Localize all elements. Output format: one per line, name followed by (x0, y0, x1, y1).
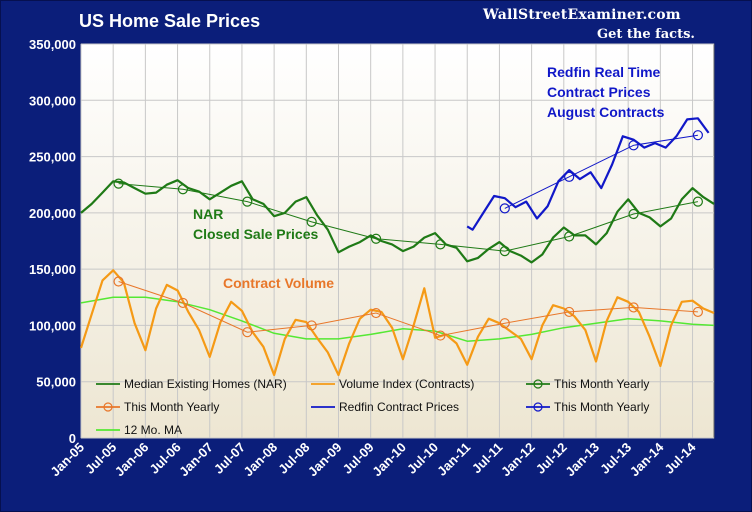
yearly-marker-redfin (692, 130, 704, 141)
x-tick-label: Jan-12 (498, 440, 538, 480)
y-tick-label: 200,000 (29, 206, 76, 221)
yearly-marker-volume_yearly (499, 318, 510, 329)
yearly-marker-nar (628, 208, 639, 220)
x-tick-label: Jan-09 (305, 440, 345, 480)
yearly-marker-volume_yearly (113, 276, 124, 287)
legend-label: Volume Index (Contracts) (339, 377, 474, 391)
x-tick-label: Jan-10 (369, 440, 409, 480)
yearly-marker-volume_yearly (242, 327, 253, 338)
y-tick-label: 300,000 (29, 93, 76, 108)
legend-marker (533, 379, 543, 389)
yearly-marker-volume_yearly (628, 302, 639, 313)
annotation-label: Contract Volume (223, 275, 334, 291)
annotation-label: NAR (193, 206, 223, 222)
x-tick-label: Jan-11 (434, 440, 473, 479)
annotation-label: Closed Sale Prices (193, 226, 319, 242)
legend-label: This Month Yearly (124, 400, 219, 414)
x-tick-label: Jul-14 (661, 439, 699, 477)
yearly-marker-nar (692, 196, 704, 207)
yearly-marker-nar (242, 196, 253, 207)
yearly-marker-volume_yearly (692, 306, 704, 318)
yearly-marker-nar (370, 233, 382, 244)
x-tick-label: Jan-14 (627, 439, 667, 479)
yearly-marker-volume_yearly (177, 297, 189, 309)
x-tick-label: Jan-05 (47, 440, 87, 480)
x-tick-label: Jul-10 (404, 440, 441, 477)
yearly-line-nar (118, 183, 698, 252)
yearly-marker-redfin (499, 203, 510, 214)
yearly-marker-nar (435, 239, 446, 250)
yearly-line-redfin (504, 134, 698, 209)
yearly-marker-nar (564, 231, 575, 242)
legend-label: Redfin Contract Prices (339, 400, 459, 414)
x-tick-label: Jan-08 (240, 440, 280, 480)
yearly-marker-nar (499, 246, 510, 257)
annotation-label: August Contracts (547, 104, 665, 120)
y-tick-label: 150,000 (29, 262, 76, 277)
brand-name: WallStreetExaminer.com (483, 7, 681, 23)
y-tick-label: 350,000 (29, 37, 76, 52)
series-line-redfin (466, 117, 710, 231)
series-line-ma (80, 296, 715, 342)
yearly-marker-volume_yearly (306, 320, 317, 331)
yearly-line-volume_yearly (118, 281, 698, 337)
yearly-marker-volume_yearly (564, 306, 575, 318)
yearly-marker-redfin (628, 140, 639, 151)
chart-title: US Home Sale Prices (79, 11, 261, 31)
yearly-marker-nar (177, 184, 189, 195)
annotation-label: Contract Prices (547, 84, 651, 100)
yearly-marker-volume_yearly (370, 307, 382, 319)
y-tick-label: 0 (69, 431, 76, 446)
x-tick-label: Jan-13 (562, 440, 602, 480)
legend-marker (533, 402, 543, 412)
legend-marker (103, 402, 113, 412)
legend-label: Median Existing Homes (NAR) (124, 377, 287, 391)
yearly-marker-redfin (564, 171, 575, 182)
yearly-marker-nar (306, 216, 317, 227)
legend-label: This Month Yearly (554, 400, 649, 414)
annotation-label: Redfin Real Time (547, 64, 661, 80)
series-line-volume (79, 269, 715, 377)
y-tick-label: 50,000 (36, 375, 76, 390)
legend-label: This Month Yearly (554, 377, 649, 391)
x-tick-label: Jan-07 (176, 440, 216, 480)
y-tick-label: 100,000 (29, 318, 76, 333)
brand-tagline: Get the facts. (597, 27, 695, 42)
x-tick-label: Jan-06 (112, 440, 152, 480)
y-tick-label: 250,000 (29, 150, 76, 165)
legend-label: 12 Mo. MA (124, 423, 182, 437)
yearly-marker-nar (113, 178, 124, 189)
yearly-marker-volume_yearly (435, 330, 446, 341)
